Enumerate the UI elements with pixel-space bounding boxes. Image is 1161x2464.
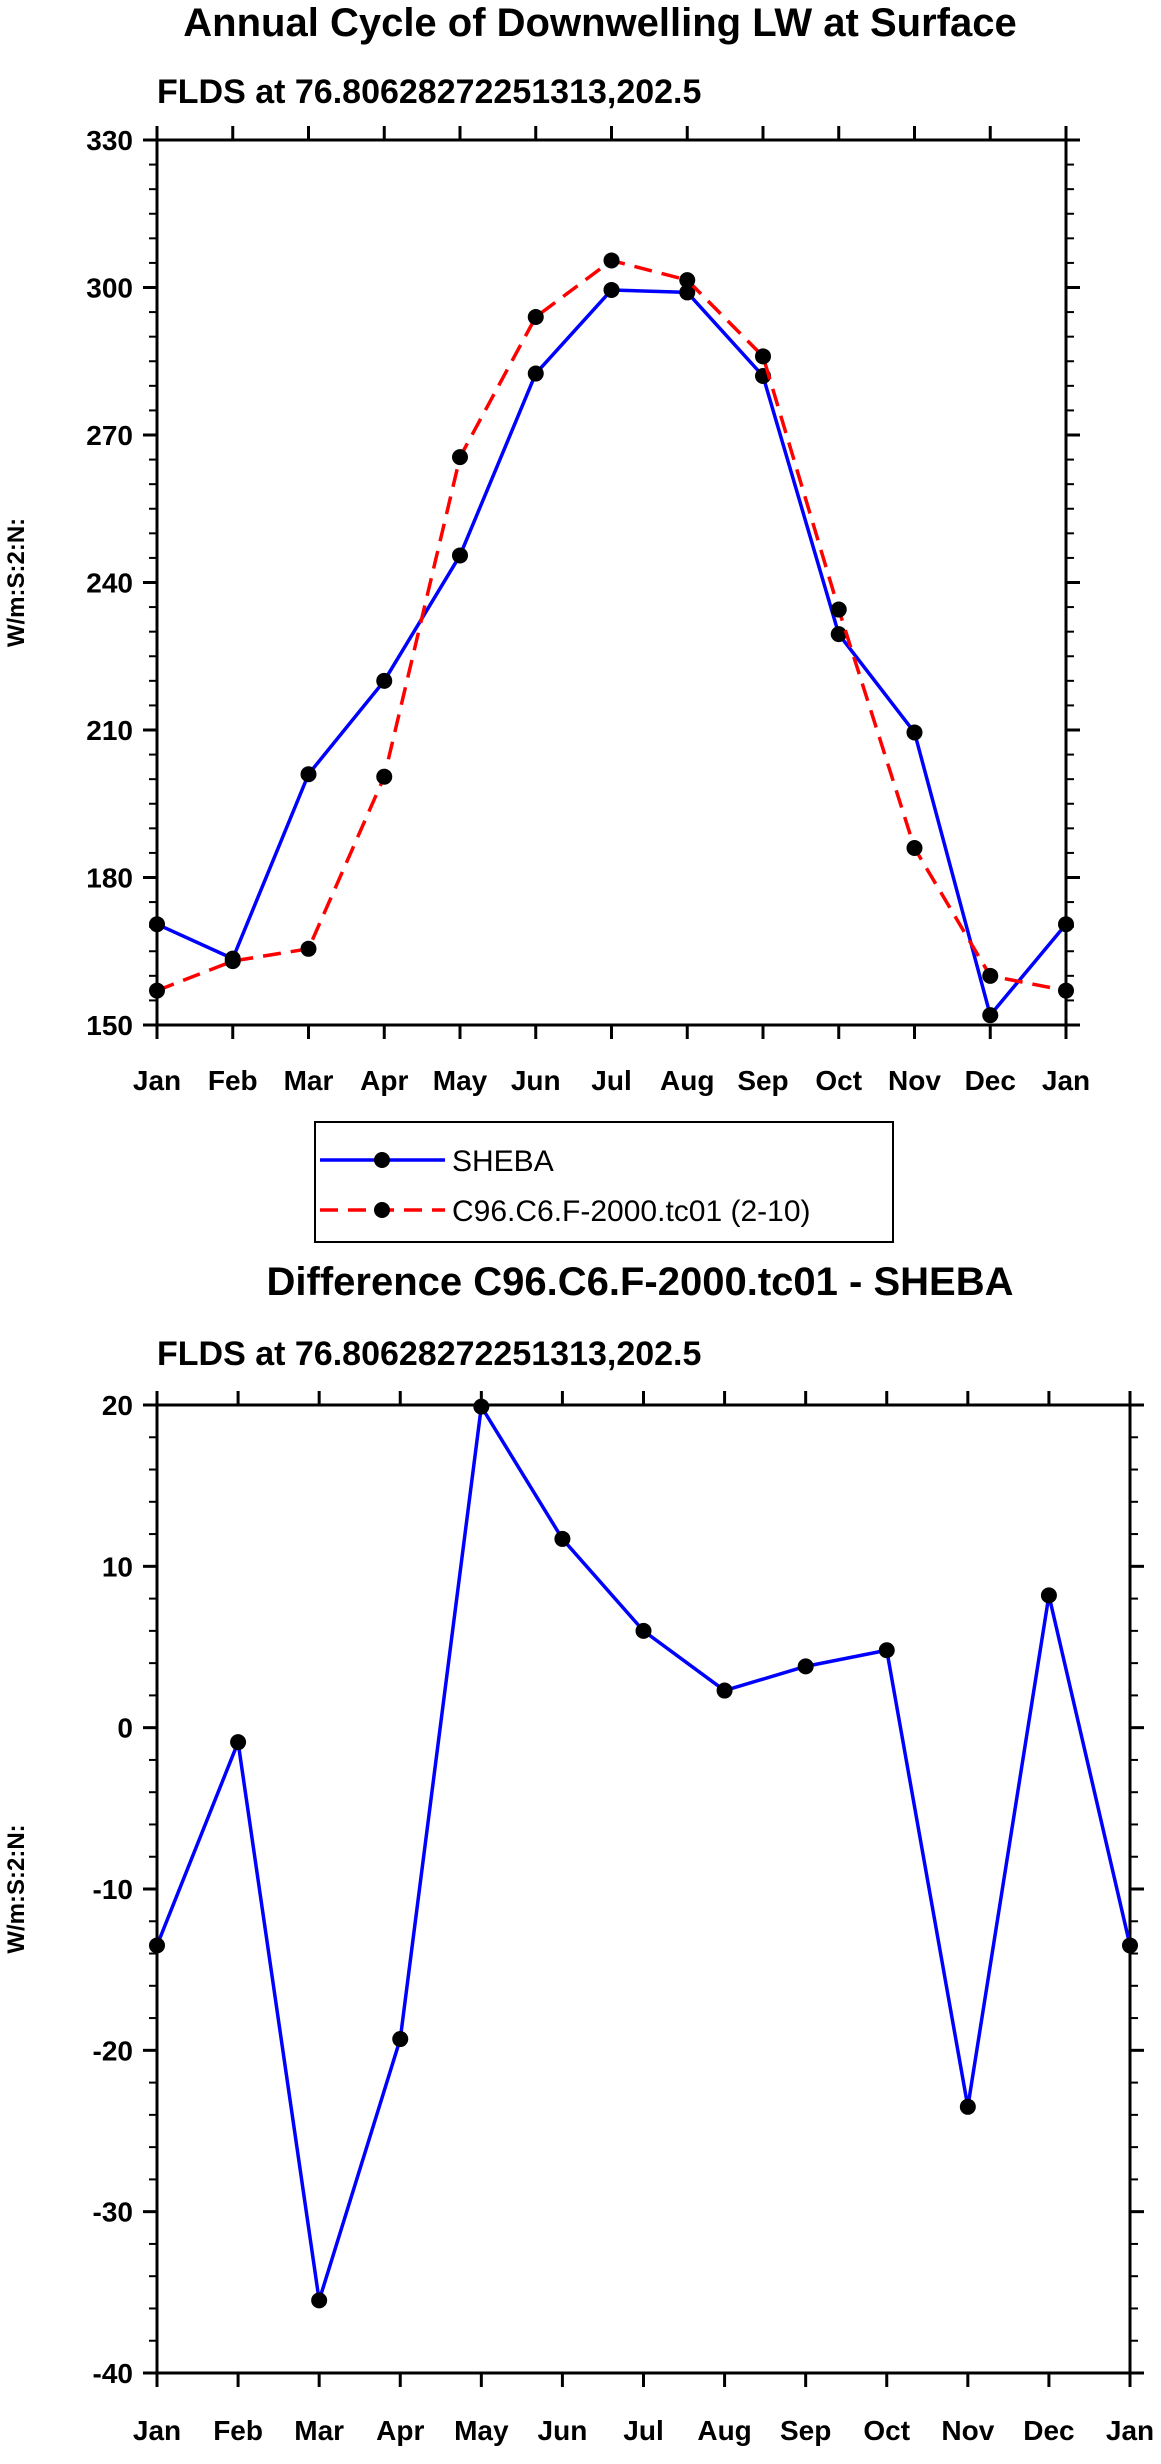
y-tick-label: 300 <box>86 273 133 304</box>
legend-box <box>314 1121 894 1243</box>
x-tick-label: Jul <box>591 1065 631 1096</box>
data-point <box>527 309 544 325</box>
data-point <box>311 2292 328 2309</box>
data-point <box>878 1642 895 1659</box>
y-tick-label: 180 <box>86 863 133 894</box>
x-tick-label: Jun <box>538 2415 588 2446</box>
legend-marker <box>374 1152 390 1168</box>
data-point <box>755 348 771 365</box>
data-point <box>1040 1587 1057 1604</box>
data-point <box>230 1734 247 1751</box>
data-point <box>982 967 999 984</box>
x-tick-label: Sep <box>780 2415 831 2446</box>
x-tick-label: Aug <box>660 1065 714 1096</box>
x-tick-label: Jun <box>511 1065 561 1096</box>
x-tick-label: Jan <box>1106 2415 1154 2446</box>
x-tick-label: Nov <box>888 1065 941 1096</box>
x-tick-label: Apr <box>376 2415 424 2446</box>
x-tick-label: Dec <box>965 1065 1016 1096</box>
x-tick-label: Feb <box>213 2415 263 2446</box>
chart-subtitle: FLDS at 76.80628272251313,202.5 <box>157 1335 701 1373</box>
data-point <box>906 840 923 856</box>
y-axis-label: W/m:S:2:N: <box>3 518 30 647</box>
y-tick-label: 150 <box>86 1010 133 1041</box>
data-point <box>982 1007 999 1024</box>
y-tick-label: -10 <box>93 1874 133 1905</box>
y-tick-label: 20 <box>102 1390 133 1421</box>
data-point <box>376 768 393 785</box>
x-tick-label: Oct <box>815 1065 862 1096</box>
data-point <box>224 953 241 970</box>
x-tick-label: May <box>454 2415 509 2446</box>
chart-title: Difference C96.C6.F-2000.tc01 - SHEBA <box>267 1260 1014 1304</box>
data-point <box>679 272 696 289</box>
x-tick-label: Aug <box>697 2415 751 2446</box>
x-tick-label: Mar <box>294 2415 344 2446</box>
chart-panel-1: Difference C96.C6.F-2000.tc01 - SHEBA FLD… <box>3 1260 1154 2446</box>
data-point <box>473 1398 490 1415</box>
data-point <box>300 766 317 783</box>
y-tick-label: 330 <box>86 125 133 156</box>
data-point <box>554 1530 571 1547</box>
x-tick-label: Mar <box>284 1065 334 1096</box>
data-point <box>959 2098 976 2115</box>
legend-label: C96.C6.F-2000.tc01 (2-10) <box>452 1195 811 1228</box>
x-tick-label: May <box>433 1065 488 1096</box>
data-point <box>300 940 317 957</box>
y-tick-label: 270 <box>86 420 133 451</box>
data-point <box>452 547 468 564</box>
data-point <box>830 601 847 618</box>
chart-title: Annual Cycle of Downwelling LW at Surfac… <box>183 1 1016 45</box>
data-point <box>392 2031 409 2048</box>
data-point <box>830 626 847 643</box>
data-point <box>603 281 620 298</box>
y-tick-label: 210 <box>86 715 133 746</box>
data-point <box>906 724 923 741</box>
chart-panel-0: Annual Cycle of Downwelling LW at Surfac… <box>3 1 1090 1243</box>
data-point <box>149 916 165 933</box>
data-point <box>452 449 468 466</box>
x-tick-label: Sep <box>737 1065 788 1096</box>
x-tick-label: Oct <box>863 2415 910 2446</box>
data-point <box>635 1622 652 1639</box>
data-point <box>376 672 393 689</box>
x-tick-label: Jan <box>1042 1065 1090 1096</box>
chart-subtitle: FLDS at 76.80628272251313,202.5 <box>157 73 701 111</box>
x-tick-label: Feb <box>208 1065 258 1096</box>
legend: SHEBA C96.C6.F-2000.tc01 (2-10) <box>314 1121 894 1243</box>
legend-marker <box>374 1202 390 1218</box>
data-point <box>527 365 544 382</box>
x-tick-label: Jul <box>623 2415 663 2446</box>
y-tick-label: -40 <box>93 2358 133 2389</box>
data-point <box>149 1937 165 1954</box>
y-tick-label: 240 <box>86 568 133 599</box>
x-tick-label: Apr <box>360 1065 408 1096</box>
data-point <box>716 1682 733 1699</box>
y-tick-label: -30 <box>93 2197 133 2228</box>
data-point <box>1058 982 1074 999</box>
data-point <box>1122 1937 1138 1954</box>
data-point <box>1058 916 1074 933</box>
y-tick-label: 0 <box>117 1713 133 1744</box>
x-tick-label: Jan <box>133 2415 181 2446</box>
x-tick-label: Jan <box>133 1065 181 1096</box>
y-axis-label: W/m:S:2:N: <box>3 1824 30 1953</box>
data-point <box>797 1658 814 1675</box>
y-tick-label: -20 <box>93 2035 133 2066</box>
x-tick-label: Nov <box>941 2415 994 2446</box>
legend-label: SHEBA <box>452 1145 554 1178</box>
data-point <box>679 284 696 301</box>
x-tick-label: Dec <box>1023 2415 1074 2446</box>
y-tick-label: 10 <box>102 1551 133 1582</box>
data-point <box>149 982 165 999</box>
data-point <box>603 252 620 269</box>
